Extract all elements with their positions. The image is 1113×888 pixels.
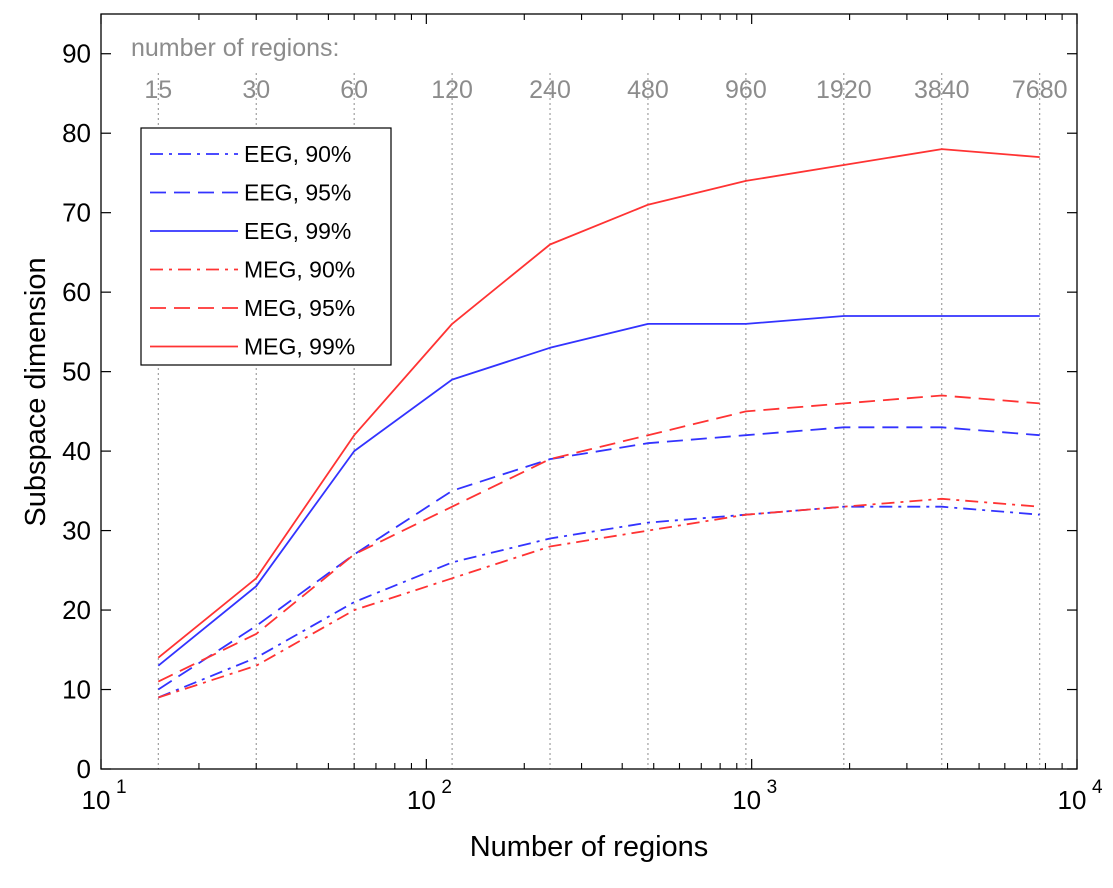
x-tick-label-base: 10 (82, 785, 111, 815)
y-tick-label: 20 (62, 595, 91, 625)
series-line-meg-90 (158, 497, 1040, 699)
y-tick-label: 60 (62, 277, 91, 307)
x-tick-label-base: 10 (1058, 785, 1087, 815)
y-tick-label: 10 (62, 675, 91, 705)
x-axis-title: Number of regions (470, 831, 709, 863)
series-line-eeg-95 (157, 426, 1040, 691)
top-axis-tick-label: 480 (627, 76, 669, 104)
y-tick-label: 30 (62, 516, 91, 546)
top-axis-tick-label: 7680 (1012, 76, 1068, 104)
y-tick-label: 70 (62, 198, 91, 228)
top-axis-title: number of regions: (131, 34, 339, 62)
series-lines (157, 148, 1040, 699)
top-axis-tick-label: 120 (431, 76, 473, 104)
y-tick-label: 40 (62, 436, 91, 466)
y-tick-label: 0 (77, 754, 91, 784)
minor-ticks (198, 14, 1063, 769)
plot-frame (100, 13, 1078, 770)
series-line-meg-99 (157, 148, 1040, 659)
top-axis-tick-label: 960 (725, 76, 767, 104)
legend-label: EEG, 99% (244, 218, 351, 244)
legend-label: EEG, 90% (244, 141, 351, 167)
x-tick-label-exponent: 3 (767, 777, 778, 798)
y-tick-label: 50 (62, 357, 91, 387)
top-axis-tick-label: 240 (529, 76, 571, 104)
x-axis: 10 1 10 2 10 3 10 4 (82, 14, 1103, 815)
y-axis: 0 10 20 30 40 50 60 70 80 90 (62, 39, 1077, 784)
legend-label: MEG, 95% (244, 295, 355, 321)
top-axis-tick-label: 60 (340, 76, 368, 104)
series-line-eeg-99 (157, 315, 1040, 667)
x-tick-label-base: 10 (732, 785, 761, 815)
top-axis-tick-label: 3840 (914, 76, 970, 104)
y-tick-label: 90 (62, 39, 91, 69)
y-axis-title: Subspace dimension (20, 257, 52, 526)
x-tick-label-base: 10 (407, 785, 436, 815)
x-tick-label-exponent: 1 (116, 777, 127, 798)
legend: EEG, 90% EEG, 95% EEG, 99% MEG, 90% MEG, 95%… (140, 127, 392, 366)
legend-label: MEG, 90% (244, 257, 355, 283)
legend-box (140, 127, 392, 366)
top-axis: number of regions: 15 30 60 120 240 480 960 192… (131, 34, 1068, 104)
legend-label: MEG, 99% (244, 334, 355, 360)
series-line-meg-95 (157, 394, 1040, 683)
top-axis-tick-label: 15 (144, 76, 172, 104)
x-tick-label-exponent: 2 (441, 777, 452, 798)
top-axis-tick-label: 30 (242, 76, 270, 104)
y-tick-label: 80 (62, 118, 91, 148)
legend-label: EEG, 95% (244, 180, 351, 206)
x-tick-label-exponent: 4 (1092, 777, 1103, 798)
top-axis-tick-label: 1920 (816, 76, 872, 104)
